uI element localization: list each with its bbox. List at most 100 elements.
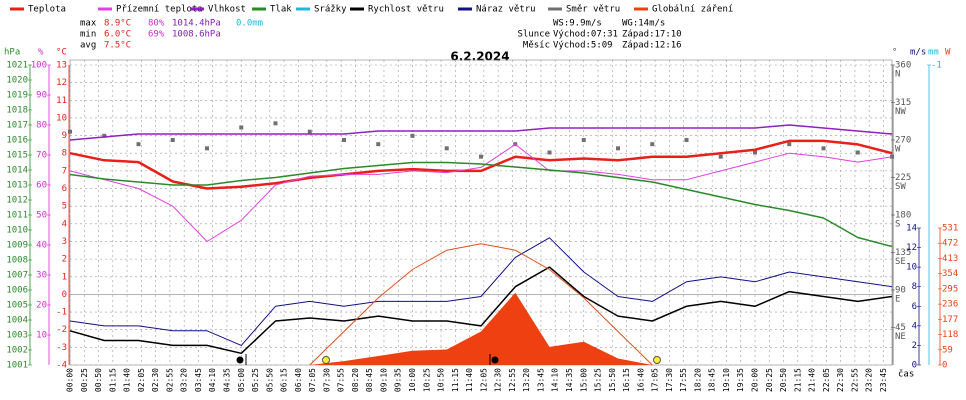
moonrise: [236, 356, 244, 364]
axis-unit: °: [892, 48, 897, 58]
legend-label: Srážky: [314, 5, 347, 15]
direction-point: [890, 154, 894, 159]
y-tick-label: 6: [62, 184, 67, 194]
x-tick-label: 08:45: [365, 368, 374, 392]
x-tick-label: 18:20: [693, 368, 702, 392]
sun-moon-info: Západ:12:16: [622, 41, 682, 51]
direction-point: [410, 133, 415, 138]
x-tick-label: 22:55: [850, 368, 859, 392]
y-tick-label: 8: [62, 149, 67, 159]
stat-value: 7.5°C: [104, 41, 131, 51]
y-tick-label: -1: [56, 308, 67, 318]
y-tick-label: 10: [36, 331, 47, 341]
y-tick-label: 315: [895, 98, 911, 108]
legend-label: Tlak: [270, 5, 292, 15]
y-tick-label: 13: [56, 61, 67, 71]
y-tick-label: 413: [942, 254, 958, 264]
series-line: [309, 243, 653, 366]
y-tick-label: 118: [942, 330, 958, 340]
stat-label: avg: [80, 41, 96, 51]
x-tick-label: 03:20: [180, 368, 189, 392]
moonset: [491, 356, 499, 364]
compass-label: NE: [895, 332, 906, 342]
y-tick-label: 40: [36, 241, 47, 251]
y-tick-label: 14: [906, 224, 917, 234]
y-tick-label: 1016: [6, 136, 28, 146]
direction-point: [68, 129, 72, 134]
y-tick-label: 1005: [6, 301, 28, 311]
y-tick-label: 531: [942, 224, 958, 234]
y-tick-label: 60: [36, 181, 47, 191]
sun-moon-info: Východ:5:09: [553, 41, 613, 51]
x-tick-label: 22:30: [836, 368, 845, 392]
y-tick-label: 1008: [6, 256, 28, 266]
direction-point: [753, 150, 757, 155]
compass-label: N: [895, 70, 900, 80]
x-tick-label: 00:00: [66, 368, 75, 392]
x-tick-label: 07:30: [322, 368, 331, 392]
y-tick-label: 236: [942, 300, 958, 310]
stat-value: 80%: [148, 19, 165, 29]
x-axis-label: čas: [898, 369, 914, 380]
y-tick-label: 1: [62, 272, 67, 282]
y-tick-label: 1021: [6, 61, 28, 71]
direction-point: [650, 142, 655, 147]
x-tick-label: 07:05: [308, 368, 317, 392]
sun-moon-markers: [236, 354, 661, 365]
x-tick-label: 20:25: [765, 368, 774, 392]
y-tick-label: 8: [912, 282, 917, 292]
x-tick-label: 02:30: [151, 368, 160, 392]
x-tick-label: 17:55: [679, 368, 688, 392]
sun-moon-info: Slunce: [517, 30, 550, 40]
x-tick-label: 21:40: [808, 368, 817, 392]
direction-point: [444, 146, 449, 151]
y-tick-label: 11: [56, 96, 67, 106]
y-tick-label: 1001: [6, 361, 28, 371]
series-line: [69, 139, 893, 190]
direction-point: [205, 146, 209, 151]
y-tick-label: 7: [62, 166, 67, 176]
x-tick-label: 17:30: [665, 368, 674, 392]
y-tick-label: -2: [56, 325, 67, 335]
y-tick-label: 12: [56, 78, 67, 88]
y-tick-label: 360: [895, 61, 911, 71]
direction-point: [170, 138, 175, 142]
direction-point: [273, 121, 278, 126]
y-tick-label: 270: [895, 136, 911, 146]
y-tick-label: 1013: [6, 181, 28, 191]
legend-label: Náraz větru: [476, 5, 536, 15]
y-tick-label: -4: [56, 361, 67, 371]
axis-unit: mm: [928, 48, 939, 58]
x-tick-label: 13:45: [536, 368, 545, 392]
y-tick-label: 10: [906, 263, 917, 273]
x-tick-label: 16:15: [622, 368, 631, 392]
x-tick-label: 20:50: [779, 368, 788, 392]
legend-label: Globální záření: [652, 5, 733, 15]
series-line: [69, 237, 893, 346]
y-tick-label: 1007: [6, 271, 28, 281]
compass-label: W: [895, 145, 901, 155]
sun-moon-info: Západ:17:10: [622, 30, 682, 40]
x-tick-label: 09:35: [394, 368, 403, 392]
stat-value: 69%: [148, 30, 165, 40]
axis-unit: m/s: [910, 48, 926, 58]
x-tick-label: 12:30: [494, 368, 503, 392]
sun-moon-info: WG:14m/s: [622, 19, 665, 29]
x-tick-label: 17:05: [651, 368, 660, 392]
x-tick-label: 22:05: [822, 368, 831, 392]
direction-point: [616, 146, 620, 151]
x-tick-label: 07:55: [337, 368, 346, 392]
stat-label: max: [80, 19, 97, 29]
x-tick-label: 15:50: [608, 368, 617, 392]
y-tick-label: 12: [906, 243, 917, 253]
x-tick-label: 16:40: [636, 368, 645, 392]
x-tick-label: 10:50: [437, 368, 446, 392]
y-tick-label: 1006: [6, 286, 28, 296]
y-tick-label: 135: [895, 248, 911, 258]
x-tick-label: 04:35: [222, 368, 231, 392]
legend-label: Směr větru: [566, 5, 620, 15]
y-tick-label: -3: [56, 343, 67, 353]
direction-point: [787, 142, 792, 147]
x-tick-label: 08:20: [351, 368, 360, 392]
x-tick-label: 13:20: [522, 368, 531, 392]
